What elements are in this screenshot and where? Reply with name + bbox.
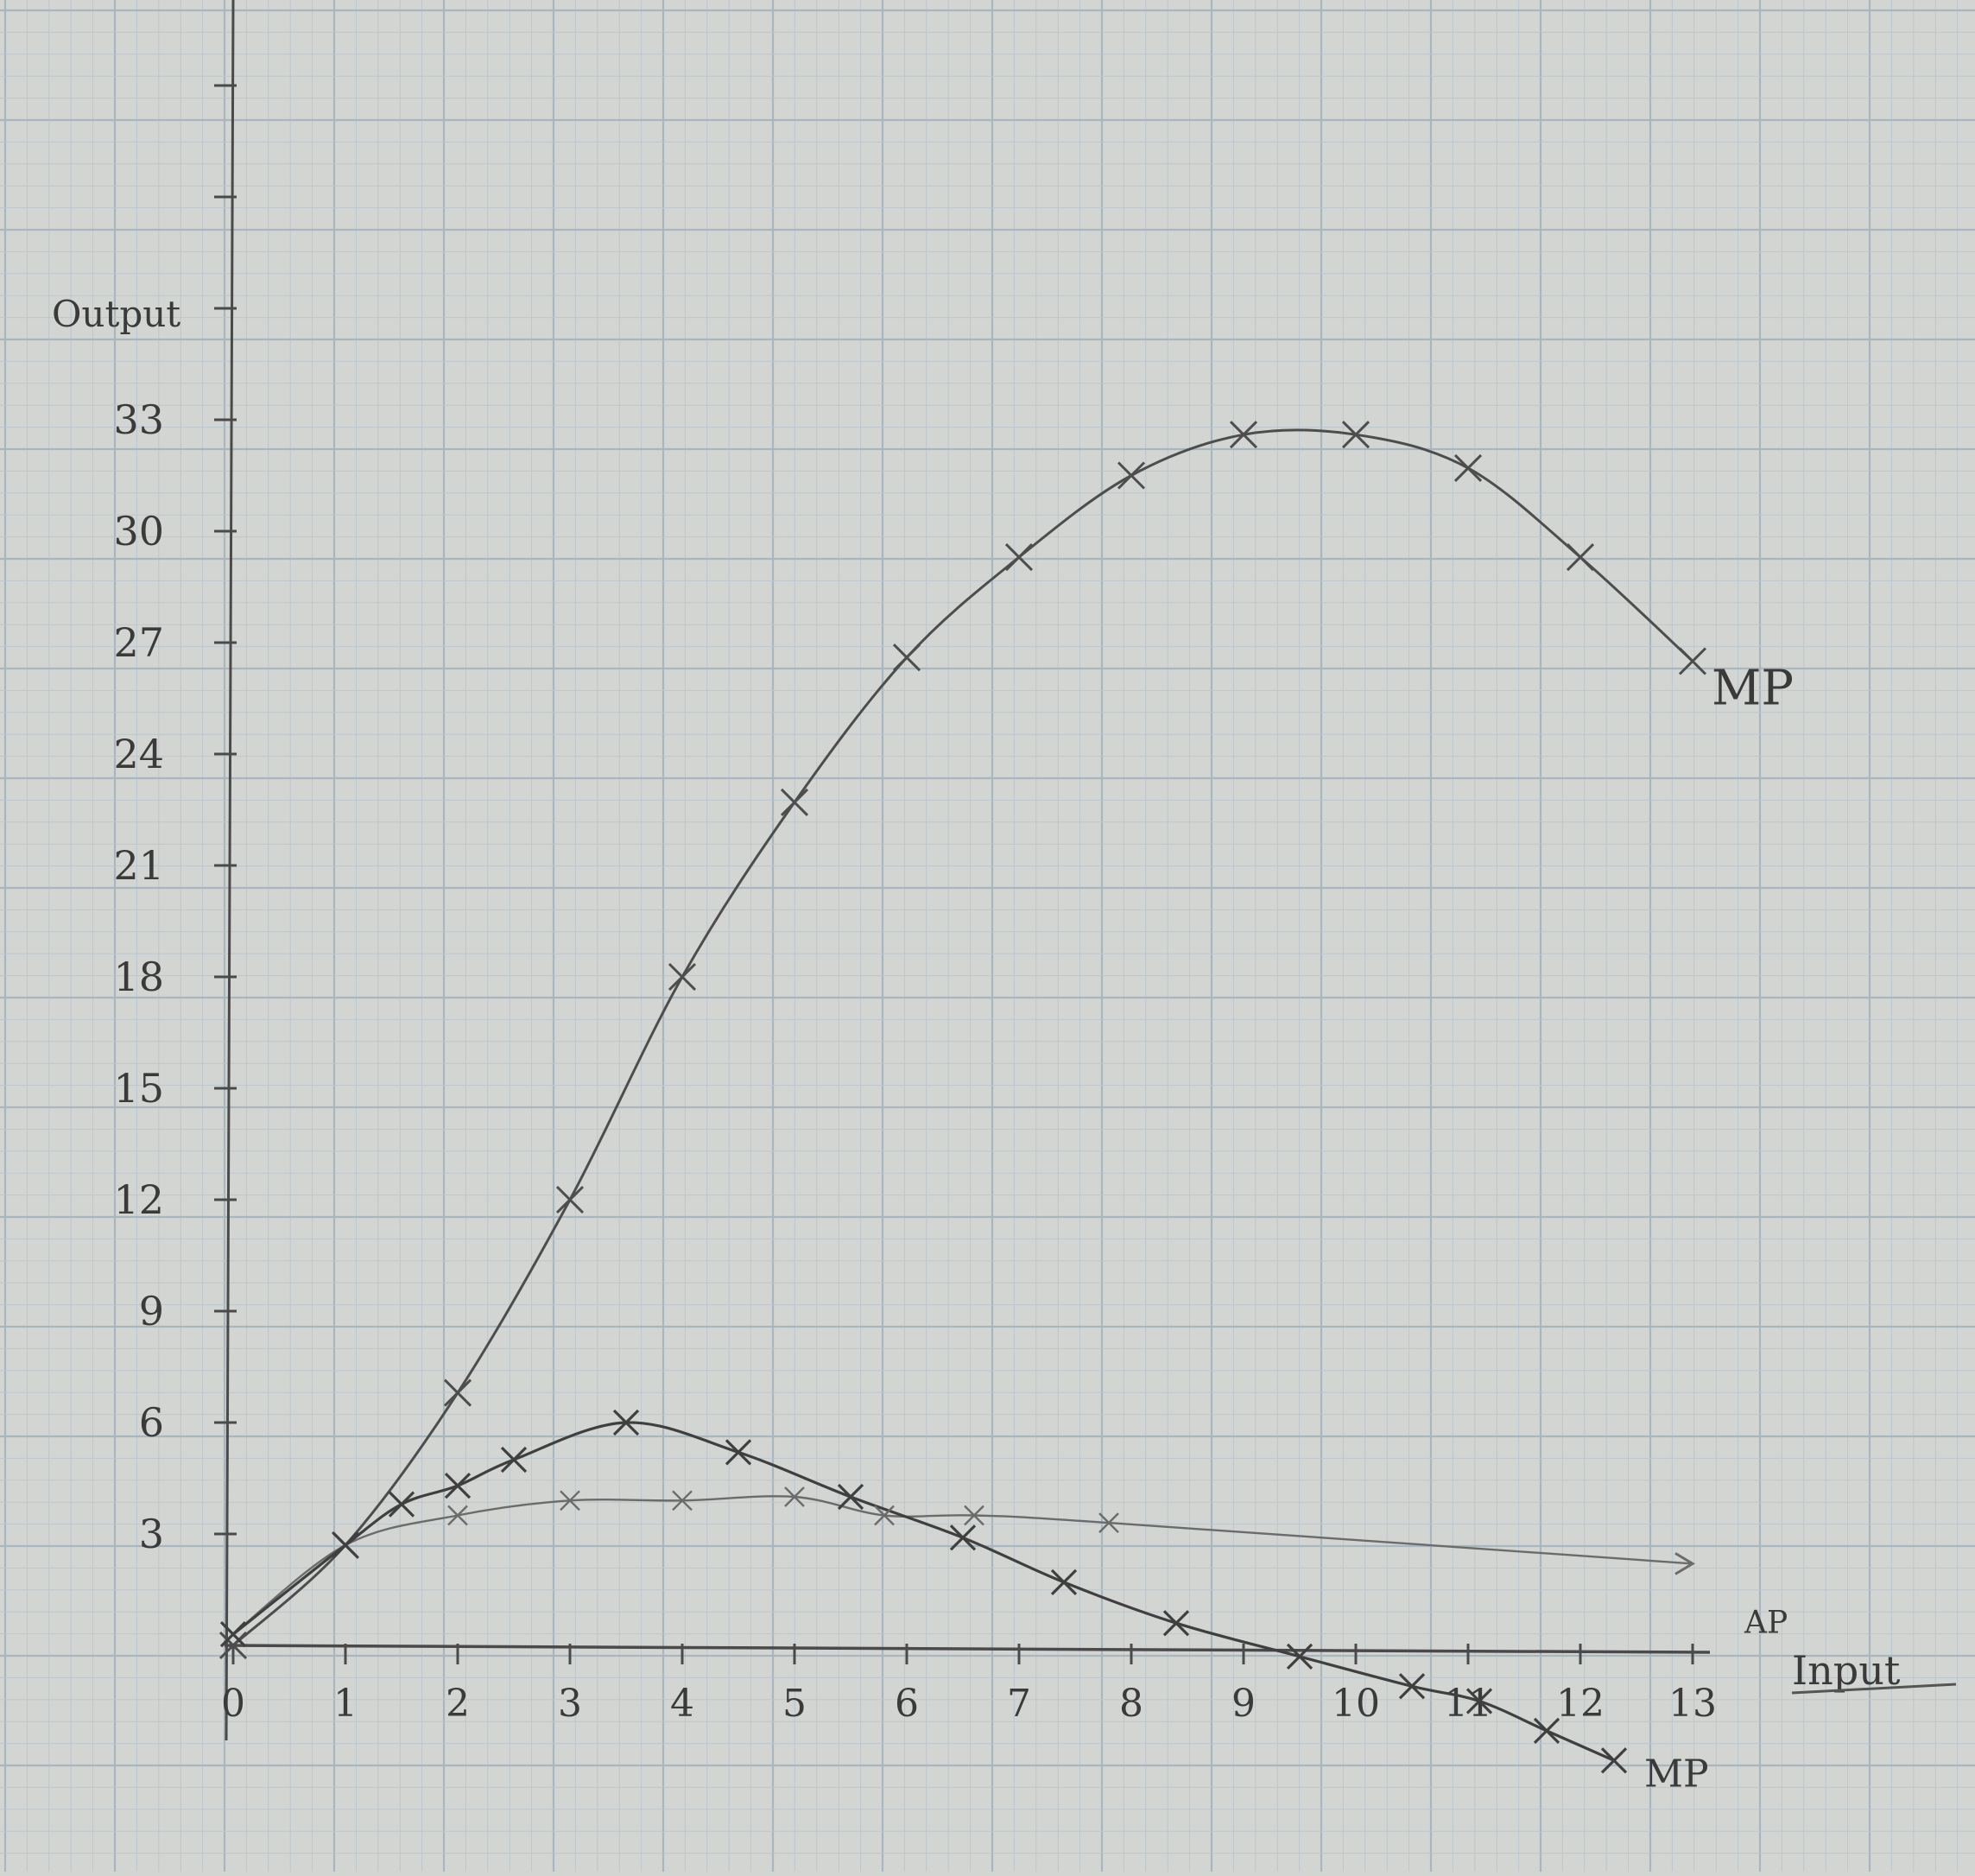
- data-point-marker: [1229, 421, 1258, 449]
- data-point-marker: [612, 1409, 640, 1436]
- data-point-marker: [443, 1378, 472, 1407]
- data-point-marker: [672, 1490, 693, 1512]
- data-point-marker: [332, 1531, 359, 1559]
- data-point-marker: [668, 962, 697, 992]
- y-tick-label: 21: [113, 842, 164, 889]
- y-tick-label: 30: [113, 508, 164, 555]
- data-point-marker: [1162, 1610, 1190, 1637]
- x-axis-line: [224, 1644, 1711, 1654]
- x-tick-label: 0: [221, 1682, 245, 1726]
- series-label-1: AP: [1744, 1605, 1788, 1640]
- x-tick-label: 1: [333, 1682, 358, 1726]
- x-tick-label: 13: [1668, 1682, 1717, 1726]
- x-tick-label: 10: [1332, 1682, 1380, 1726]
- data-point-marker: [1678, 647, 1707, 675]
- y-tick-label: 9: [139, 1288, 164, 1334]
- data-point-marker: [1398, 1673, 1426, 1700]
- ap-arrowhead: [1674, 1552, 1695, 1575]
- axes: [224, 0, 1711, 1741]
- data-point-marker: [1286, 1643, 1314, 1670]
- data-point-marker: [388, 1491, 415, 1518]
- data-point-marker: [1341, 421, 1370, 449]
- x-axis-label: Input: [1792, 1647, 1901, 1694]
- data-point-marker: [1465, 1688, 1493, 1714]
- y-tick-label: 33: [113, 396, 164, 443]
- y-tick-label: 24: [113, 731, 164, 777]
- x-axis-label-underline: [1791, 1683, 1957, 1695]
- x-tick-label: 6: [895, 1682, 919, 1726]
- x-tick-label: 7: [1007, 1682, 1031, 1726]
- x-tick-label: 8: [1119, 1682, 1143, 1726]
- data-point-marker: [1533, 1717, 1560, 1745]
- y-axis-line: [225, 0, 235, 1741]
- x-tick-label: 4: [670, 1682, 694, 1726]
- data-point-marker: [1004, 543, 1034, 572]
- data-point-marker: [1453, 453, 1483, 482]
- data-point-marker: [784, 1486, 805, 1507]
- data-point-marker: [1117, 461, 1146, 490]
- data-point-marker: [1566, 543, 1595, 572]
- x-tick-label: 12: [1556, 1682, 1605, 1726]
- data-point-marker: [560, 1490, 580, 1512]
- y-tick-label: 3: [139, 1511, 164, 1557]
- y-tick-label: 27: [113, 619, 164, 666]
- data-point-marker: [892, 643, 921, 672]
- data-point-marker: [1600, 1747, 1628, 1774]
- data-point-marker: [949, 1524, 977, 1551]
- series-line-0: [231, 428, 1694, 1647]
- data-point-marker: [555, 1185, 585, 1214]
- x-tick-label: 3: [558, 1682, 582, 1726]
- y-tick-label: 15: [113, 1065, 164, 1112]
- series-label-0: MP: [1712, 661, 1794, 717]
- series-lines: [231, 428, 1694, 1762]
- y-axis-label: Output: [52, 293, 180, 335]
- series-labels: MP AP MP: [1644, 661, 1794, 1797]
- series-line-1: [231, 1495, 1694, 1636]
- x-tick-label: 2: [446, 1682, 470, 1726]
- series-markers: [218, 421, 1707, 1774]
- data-point-marker: [837, 1483, 864, 1511]
- data-point-marker: [1050, 1569, 1078, 1596]
- data-point-marker: [780, 788, 809, 816]
- data-point-marker: [725, 1439, 752, 1466]
- x-tick-label: 9: [1231, 1682, 1256, 1726]
- x-tick-label: 5: [782, 1682, 807, 1726]
- data-point-marker: [219, 1620, 247, 1648]
- data-point-marker: [874, 1505, 895, 1526]
- y-tick-label: 12: [113, 1176, 164, 1223]
- data-point-marker: [447, 1505, 468, 1526]
- y-tick-label: 6: [139, 1399, 164, 1446]
- data-point-marker: [500, 1446, 528, 1474]
- series-label-2: MP: [1644, 1752, 1709, 1796]
- data-point-marker: [964, 1505, 984, 1526]
- data-point-marker: [444, 1472, 472, 1499]
- data-point-marker: [218, 1631, 248, 1660]
- y-tick-label: 18: [113, 954, 164, 1000]
- data-point-marker: [1098, 1512, 1119, 1533]
- series-line-2: [231, 1421, 1616, 1762]
